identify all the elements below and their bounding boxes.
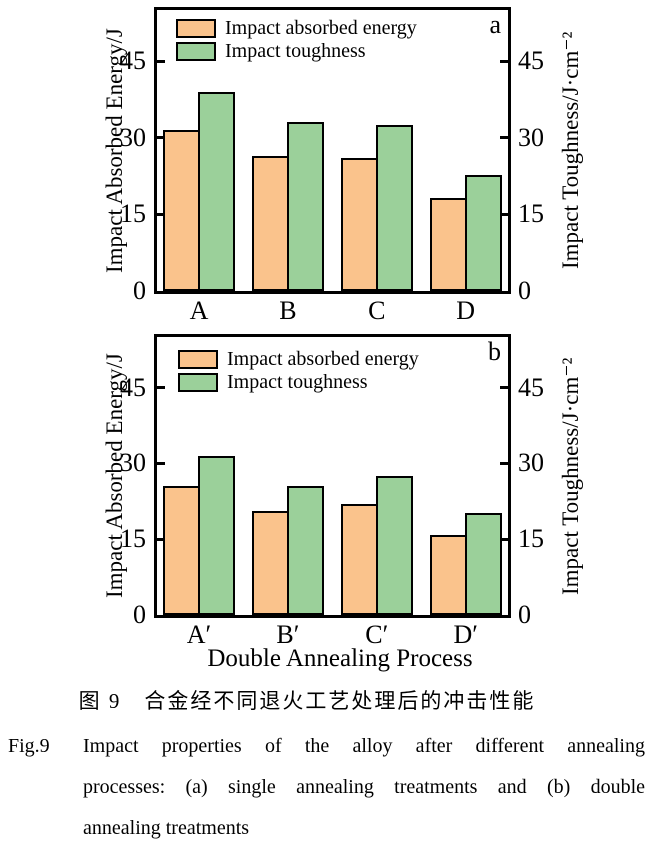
y-tick bbox=[157, 136, 165, 140]
legend-swatch-toughness bbox=[178, 373, 218, 392]
bar bbox=[251, 511, 289, 615]
caption-english: Fig.9 Impact properties of the alloy aft… bbox=[8, 726, 645, 848]
x-category-label: C′ bbox=[365, 620, 389, 649]
y-tick-label: 45 bbox=[518, 46, 544, 76]
bar bbox=[375, 125, 413, 291]
y-tick bbox=[500, 461, 508, 465]
y-tick-label: 45 bbox=[518, 372, 544, 402]
bar-group bbox=[163, 455, 235, 615]
y-tick bbox=[157, 461, 165, 465]
y-tick-label: 30 bbox=[120, 122, 146, 152]
chart-panel-b: Impact Absorbed Energy/J Impact Toughnes… bbox=[0, 320, 655, 690]
bar-group bbox=[251, 486, 324, 615]
x-category-label: D′ bbox=[453, 620, 478, 649]
plot-area: Impact absorbed energy Impact toughness … bbox=[154, 7, 511, 294]
y-tick bbox=[500, 59, 508, 63]
legend-swatch-absorbed-energy bbox=[176, 19, 216, 38]
x-category-label: C bbox=[368, 296, 386, 325]
y-tick bbox=[157, 212, 165, 216]
legend-label: Impact absorbed energy bbox=[225, 17, 417, 39]
y-tick-label: 15 bbox=[518, 524, 544, 554]
x-category-label: B′ bbox=[276, 620, 300, 649]
bar bbox=[286, 486, 324, 615]
legend-swatch-absorbed-energy bbox=[178, 350, 218, 369]
y-tick bbox=[157, 59, 165, 63]
x-axis-title: Double Annealing Process bbox=[207, 645, 473, 672]
caption-figure-number: Fig.9 bbox=[8, 735, 50, 757]
bar-group bbox=[429, 174, 502, 291]
bar bbox=[251, 155, 289, 291]
legend-label: Impact absorbed energy bbox=[227, 348, 419, 370]
legend: Impact absorbed energy Impact toughness bbox=[178, 349, 419, 393]
bar bbox=[464, 174, 502, 291]
y-tick-label: 30 bbox=[518, 448, 544, 478]
bar-group bbox=[340, 476, 413, 615]
x-category-label: A′ bbox=[186, 620, 212, 649]
bar bbox=[464, 512, 502, 615]
y-tick bbox=[500, 136, 508, 140]
caption-line: Impact properties of the alloy after dif… bbox=[83, 735, 645, 757]
x-category-label: B bbox=[279, 296, 297, 325]
caption-chinese: 图 9 合金经不同退火工艺处理后的冲击性能 bbox=[78, 689, 536, 713]
plot-area: Impact absorbed energy Impact toughness … bbox=[154, 334, 511, 618]
legend-item-toughness: Impact toughness bbox=[176, 41, 417, 62]
y-tick-label: 0 bbox=[133, 276, 146, 305]
legend-item-toughness: Impact toughness bbox=[178, 372, 419, 393]
bar-group bbox=[163, 91, 235, 291]
x-category-label: A bbox=[189, 296, 209, 325]
y-tick-label: 0 bbox=[518, 600, 531, 629]
bar bbox=[163, 486, 200, 615]
bar-group bbox=[340, 125, 413, 291]
y-tick-label: 30 bbox=[120, 448, 146, 478]
panel-letter-a: a bbox=[489, 10, 501, 39]
bar bbox=[286, 122, 324, 291]
legend-swatch-toughness bbox=[176, 42, 216, 61]
legend-label: Impact toughness bbox=[225, 40, 366, 62]
y-tick-label: 45 bbox=[120, 372, 146, 402]
bar bbox=[340, 503, 378, 615]
bar bbox=[429, 198, 467, 291]
y-tick bbox=[500, 537, 508, 541]
caption-text: Impact properties of the alloy after dif… bbox=[83, 726, 645, 848]
y-tick-label: 30 bbox=[518, 122, 544, 152]
y-tick-label: 15 bbox=[120, 524, 146, 554]
y-tick-label: 45 bbox=[120, 46, 146, 76]
x-category-label: D bbox=[456, 296, 476, 325]
panel-letter-b: b bbox=[488, 337, 501, 366]
bar-group bbox=[251, 122, 324, 291]
y-tick-label: 0 bbox=[518, 276, 531, 305]
legend: Impact absorbed energy Impact toughness bbox=[176, 18, 417, 62]
bar bbox=[429, 535, 467, 615]
bar bbox=[163, 130, 200, 291]
legend-item-absorbed-energy: Impact absorbed energy bbox=[176, 18, 417, 39]
bar bbox=[375, 476, 413, 615]
chart-panel-a: Impact Absorbed Energy/J Impact Toughnes… bbox=[0, 0, 655, 330]
bar-group bbox=[429, 512, 502, 615]
y-tick bbox=[500, 386, 508, 390]
bar bbox=[198, 455, 235, 615]
y-tick-label: 0 bbox=[133, 600, 146, 629]
bar bbox=[198, 91, 235, 291]
legend-label: Impact toughness bbox=[227, 371, 368, 393]
bar bbox=[340, 158, 378, 291]
legend-item-absorbed-energy: Impact absorbed energy bbox=[178, 349, 419, 370]
y-tick bbox=[500, 212, 508, 216]
caption-line: annealing treatments bbox=[83, 817, 250, 839]
caption-line: processes: (a) single annealing treatmen… bbox=[83, 776, 645, 798]
y-tick-label: 15 bbox=[518, 199, 544, 229]
y-tick bbox=[157, 537, 165, 541]
y-tick bbox=[157, 386, 165, 390]
y-tick-label: 15 bbox=[120, 199, 146, 229]
